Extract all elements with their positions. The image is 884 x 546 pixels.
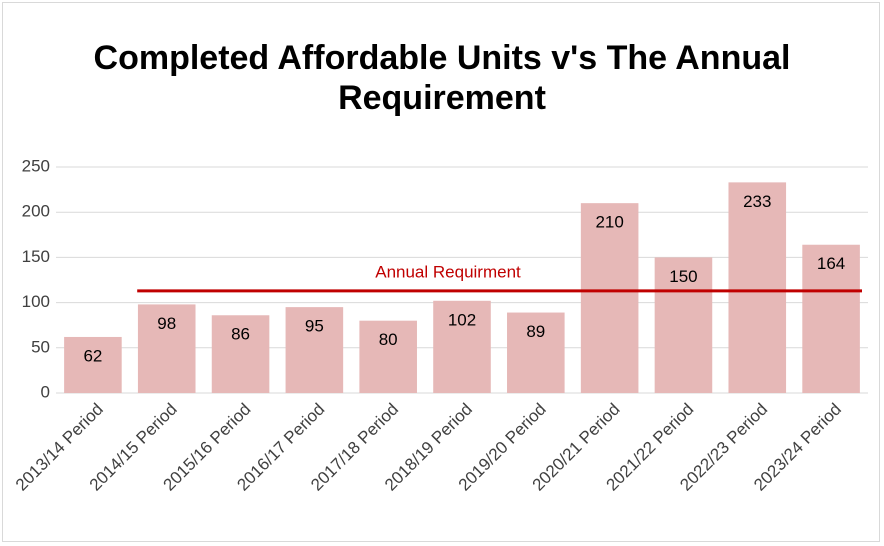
data-label: 98 xyxy=(157,314,176,333)
y-tick-label: 100 xyxy=(22,292,50,311)
y-tick-label: 200 xyxy=(22,202,50,221)
bar xyxy=(359,320,417,393)
data-label: 89 xyxy=(526,322,545,341)
chart-title: Completed Affordable Units v's The Annua… xyxy=(93,39,791,117)
bar xyxy=(654,257,713,393)
y-tick-label: 150 xyxy=(22,247,50,266)
data-label: 150 xyxy=(669,267,697,286)
reference-label: Annual Requirment xyxy=(375,262,521,281)
data-label: 233 xyxy=(743,192,771,211)
data-label: 62 xyxy=(83,346,102,365)
bar xyxy=(285,307,344,393)
data-label: 95 xyxy=(305,317,324,336)
data-label: 210 xyxy=(595,213,623,232)
data-label: 80 xyxy=(379,330,398,349)
bar xyxy=(64,336,122,393)
bar xyxy=(580,203,639,393)
bar xyxy=(802,244,860,393)
data-label: 102 xyxy=(448,310,476,329)
bar xyxy=(433,300,491,393)
y-tick-label: 0 xyxy=(41,382,50,401)
bar xyxy=(507,312,565,393)
bar xyxy=(137,304,196,393)
data-label: 164 xyxy=(817,254,845,273)
y-tick-label: 250 xyxy=(22,156,50,175)
bar xyxy=(211,315,270,393)
bar xyxy=(728,182,787,393)
y-tick-label: 50 xyxy=(31,337,50,356)
data-label: 86 xyxy=(231,325,250,344)
